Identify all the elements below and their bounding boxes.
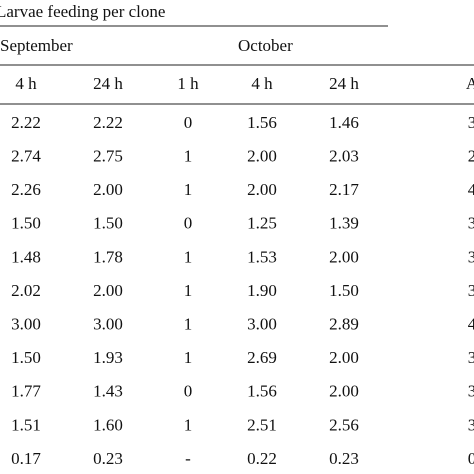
cell: 0.23 xyxy=(329,449,359,468)
cell: 3 xyxy=(468,247,474,266)
column-header: 4 h xyxy=(251,74,273,93)
cell: 2.00 xyxy=(329,247,359,266)
cell: 2.02 xyxy=(11,281,41,300)
cell: 1.90 xyxy=(247,281,277,300)
cell: 1.25 xyxy=(247,214,277,233)
cell: 1.51 xyxy=(11,415,41,434)
column-header: 24 h xyxy=(93,74,123,93)
cell: 1.50 xyxy=(11,348,41,367)
cell: 1.50 xyxy=(93,214,123,233)
cell: 1.48 xyxy=(11,247,41,266)
cell: 2.26 xyxy=(11,180,41,199)
cell: 1 xyxy=(184,147,193,166)
cell: 1.43 xyxy=(93,382,123,401)
column-header: 4 h xyxy=(15,74,37,93)
cell: 1 xyxy=(184,281,193,300)
cell: 2.69 xyxy=(247,348,277,367)
cell: 3.00 xyxy=(11,315,41,334)
cell: 2 xyxy=(468,147,474,166)
cell: 1.39 xyxy=(329,214,359,233)
cell: 1.56 xyxy=(247,382,277,401)
cell: 2.56 xyxy=(329,415,359,434)
cell: 2.22 xyxy=(11,113,41,132)
cell: 3.00 xyxy=(247,315,277,334)
column-header: 24 h xyxy=(329,74,359,93)
group-header: September xyxy=(0,36,73,55)
cell: 1.77 xyxy=(11,382,41,401)
cell: 2.17 xyxy=(329,180,359,199)
cell: 3 xyxy=(468,348,474,367)
cell: 1 xyxy=(184,315,193,334)
cell: 1 xyxy=(184,180,193,199)
cell: 2.00 xyxy=(247,147,277,166)
cell: 3 xyxy=(468,382,474,401)
cell: 3.00 xyxy=(93,315,123,334)
cell: 1.50 xyxy=(11,214,41,233)
cell: 1.60 xyxy=(93,415,123,434)
group-header: October xyxy=(238,36,293,55)
cell: 2.00 xyxy=(247,180,277,199)
cell: 1 xyxy=(184,348,193,367)
cell: 4 xyxy=(468,180,474,199)
cell: 2.00 xyxy=(93,281,123,300)
table-title: Larvae feeding per clone xyxy=(0,2,165,21)
cell: 0.17 xyxy=(11,449,41,468)
cell: 1 xyxy=(184,247,193,266)
cell: 0 xyxy=(468,449,474,468)
cell: 2.00 xyxy=(329,382,359,401)
cell: 1.46 xyxy=(329,113,359,132)
cell: 1.53 xyxy=(247,247,277,266)
cell: 0.23 xyxy=(93,449,123,468)
cell: 2.03 xyxy=(329,147,359,166)
cell: 3 xyxy=(468,214,474,233)
cell: 2.51 xyxy=(247,415,277,434)
cell: 3 xyxy=(468,281,474,300)
cell: 2.74 xyxy=(11,147,41,166)
column-header: 1 h xyxy=(177,74,199,93)
cell: 2.00 xyxy=(93,180,123,199)
cell: 1.78 xyxy=(93,247,123,266)
cell: 0.22 xyxy=(247,449,277,468)
cell: 2.00 xyxy=(329,348,359,367)
cell: 0 xyxy=(184,214,193,233)
cell: 1.50 xyxy=(329,281,359,300)
cell: - xyxy=(185,449,191,468)
cell: 2.89 xyxy=(329,315,359,334)
cell: 3 xyxy=(468,113,474,132)
column-header: A xyxy=(466,74,474,93)
cell: 2.75 xyxy=(93,147,123,166)
cell: 1.56 xyxy=(247,113,277,132)
cell: 1.93 xyxy=(93,348,123,367)
cell: 1 xyxy=(184,415,193,434)
cell: 0 xyxy=(184,382,193,401)
cell: 2.22 xyxy=(93,113,123,132)
cell: 0 xyxy=(184,113,193,132)
cell: 3 xyxy=(468,415,474,434)
cell: 4 xyxy=(468,315,474,334)
